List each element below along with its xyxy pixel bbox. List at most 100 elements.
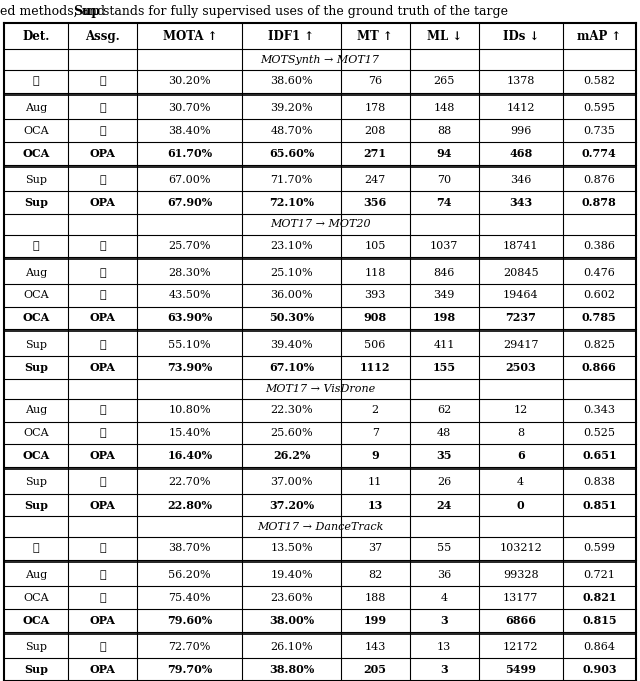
Text: 0.851: 0.851 bbox=[582, 500, 617, 511]
Text: 6866: 6866 bbox=[505, 615, 536, 626]
Text: 67.00%: 67.00% bbox=[168, 175, 211, 185]
Text: 43.50%: 43.50% bbox=[168, 290, 211, 300]
Text: Sup: Sup bbox=[24, 362, 48, 373]
Text: 155: 155 bbox=[433, 362, 456, 373]
Text: OCA: OCA bbox=[23, 290, 49, 300]
Text: 9: 9 bbox=[371, 450, 379, 461]
Text: 8: 8 bbox=[517, 428, 524, 438]
Text: 0.721: 0.721 bbox=[584, 570, 615, 580]
Text: OCA: OCA bbox=[23, 428, 49, 438]
Text: 37: 37 bbox=[368, 543, 382, 553]
Text: 0.866: 0.866 bbox=[582, 362, 617, 373]
Text: Aug: Aug bbox=[25, 103, 47, 113]
Text: 28.30%: 28.30% bbox=[168, 268, 211, 278]
Text: 74: 74 bbox=[436, 197, 452, 208]
Text: ed methods, and: ed methods, and bbox=[0, 5, 109, 18]
Text: 38.60%: 38.60% bbox=[270, 76, 313, 86]
Text: Sup: Sup bbox=[25, 340, 47, 349]
Text: 846: 846 bbox=[433, 268, 455, 278]
Text: 148: 148 bbox=[433, 103, 455, 113]
Text: ✗: ✗ bbox=[99, 268, 106, 278]
Text: 118: 118 bbox=[364, 268, 386, 278]
Text: 26: 26 bbox=[437, 477, 451, 488]
Text: 36.00%: 36.00% bbox=[270, 290, 313, 300]
Text: ✗: ✗ bbox=[33, 241, 39, 251]
Text: Sup: Sup bbox=[74, 5, 100, 18]
Text: Det.: Det. bbox=[22, 29, 50, 42]
Text: 38.00%: 38.00% bbox=[269, 615, 314, 626]
Text: 25.60%: 25.60% bbox=[270, 428, 313, 438]
Text: 22.70%: 22.70% bbox=[168, 477, 211, 488]
Text: 996: 996 bbox=[510, 126, 531, 136]
Text: ✗: ✗ bbox=[99, 543, 106, 553]
Text: 0.599: 0.599 bbox=[583, 543, 615, 553]
Text: 2503: 2503 bbox=[506, 362, 536, 373]
Text: MT ↑: MT ↑ bbox=[357, 29, 393, 42]
Text: 25.70%: 25.70% bbox=[168, 241, 211, 251]
Text: 198: 198 bbox=[433, 313, 456, 323]
Text: 23.10%: 23.10% bbox=[270, 241, 313, 251]
Text: 30.20%: 30.20% bbox=[168, 76, 211, 86]
Text: 356: 356 bbox=[364, 197, 387, 208]
Text: 208: 208 bbox=[364, 126, 386, 136]
Text: IDF1 ↑: IDF1 ↑ bbox=[268, 29, 315, 42]
Text: 79.60%: 79.60% bbox=[167, 615, 212, 626]
Text: 3: 3 bbox=[440, 664, 448, 675]
Text: 411: 411 bbox=[433, 340, 455, 349]
Text: 26.2%: 26.2% bbox=[273, 450, 310, 461]
Text: 62: 62 bbox=[437, 405, 451, 415]
Text: OCA: OCA bbox=[23, 592, 49, 603]
Text: 35: 35 bbox=[436, 450, 452, 461]
Text: 178: 178 bbox=[365, 103, 386, 113]
Text: Sup: Sup bbox=[25, 175, 47, 185]
Text: 22.30%: 22.30% bbox=[270, 405, 313, 415]
Text: 199: 199 bbox=[364, 615, 387, 626]
Text: OCA: OCA bbox=[23, 126, 49, 136]
Text: 1112: 1112 bbox=[360, 362, 390, 373]
Text: 13: 13 bbox=[437, 642, 451, 652]
Text: MOTSynth → MOT17: MOTSynth → MOT17 bbox=[260, 54, 380, 65]
Text: OPA: OPA bbox=[90, 362, 115, 373]
Text: 65.60%: 65.60% bbox=[269, 148, 314, 159]
Text: 1378: 1378 bbox=[506, 76, 535, 86]
Text: 48: 48 bbox=[437, 428, 451, 438]
Text: 73.90%: 73.90% bbox=[167, 362, 212, 373]
Text: ✗: ✗ bbox=[99, 405, 106, 415]
Text: 143: 143 bbox=[364, 642, 386, 652]
Text: MOT17 → MOT20: MOT17 → MOT20 bbox=[269, 219, 371, 229]
Text: 0.386: 0.386 bbox=[583, 241, 615, 251]
Text: 3: 3 bbox=[440, 615, 448, 626]
Text: ✗: ✗ bbox=[99, 241, 106, 251]
Text: ✗: ✗ bbox=[99, 126, 106, 136]
Text: OPA: OPA bbox=[90, 500, 115, 511]
Text: 506: 506 bbox=[364, 340, 386, 349]
Text: 16.40%: 16.40% bbox=[167, 450, 212, 461]
Text: 105: 105 bbox=[364, 241, 386, 251]
Text: ML ↓: ML ↓ bbox=[427, 29, 462, 42]
Text: 38.80%: 38.80% bbox=[269, 664, 314, 675]
Text: ✗: ✗ bbox=[99, 175, 106, 185]
Text: 20845: 20845 bbox=[503, 268, 538, 278]
Text: 0.525: 0.525 bbox=[583, 428, 615, 438]
Text: ✗: ✗ bbox=[99, 592, 106, 603]
Text: 70: 70 bbox=[437, 175, 451, 185]
Text: ✗: ✗ bbox=[33, 76, 39, 86]
Text: 71.70%: 71.70% bbox=[270, 175, 313, 185]
Text: ✗: ✗ bbox=[99, 477, 106, 488]
Text: Sup: Sup bbox=[24, 664, 48, 675]
Text: 10.80%: 10.80% bbox=[168, 405, 211, 415]
Text: 0: 0 bbox=[517, 500, 525, 511]
Text: 0.476: 0.476 bbox=[584, 268, 615, 278]
Text: 37.00%: 37.00% bbox=[270, 477, 313, 488]
Text: MOTA ↑: MOTA ↑ bbox=[163, 29, 217, 42]
Text: 75.40%: 75.40% bbox=[168, 592, 211, 603]
Text: ✗: ✗ bbox=[33, 543, 39, 553]
Text: 99328: 99328 bbox=[503, 570, 538, 580]
Text: 393: 393 bbox=[364, 290, 386, 300]
Text: 0.774: 0.774 bbox=[582, 148, 617, 159]
Text: 0.821: 0.821 bbox=[582, 592, 616, 603]
Text: 37.20%: 37.20% bbox=[269, 500, 314, 511]
Text: 0.878: 0.878 bbox=[582, 197, 617, 208]
Text: mAP ↑: mAP ↑ bbox=[577, 29, 621, 42]
Text: 0.602: 0.602 bbox=[583, 290, 615, 300]
